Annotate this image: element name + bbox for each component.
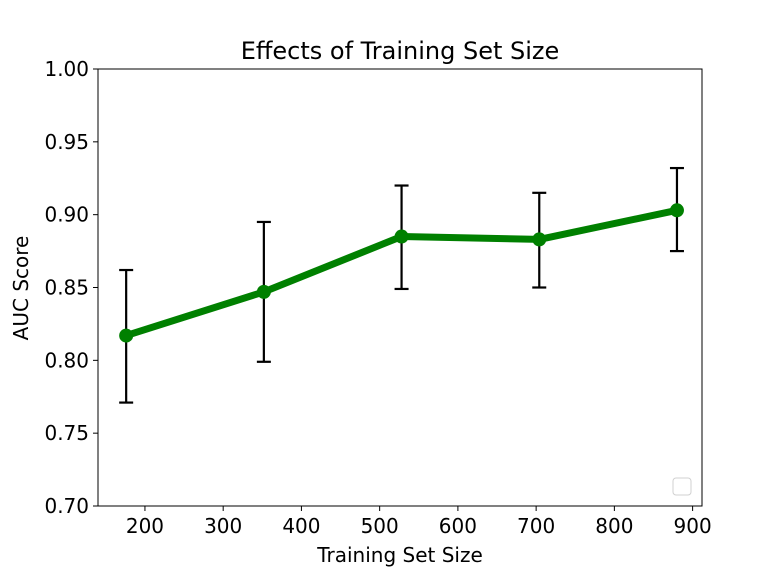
x-tick-label: 500 xyxy=(361,514,399,538)
x-tick-label: 400 xyxy=(282,514,320,538)
plot-frame xyxy=(97,68,703,507)
data-point xyxy=(119,328,134,343)
x-axis-title: Training Set Size xyxy=(316,543,483,567)
x-tick-label: 800 xyxy=(595,514,633,538)
plot-area xyxy=(119,166,684,404)
y-tick-label: 0.70 xyxy=(44,494,89,518)
x-tick-label: 200 xyxy=(126,514,164,538)
y-tick-label: 0.95 xyxy=(44,130,89,154)
data-point xyxy=(532,232,547,247)
y-tick-label: 0.75 xyxy=(44,421,89,445)
data-point xyxy=(669,203,684,218)
y-axis: 0.70 0.75 0.80 0.85 0.90 0.95 1.00 xyxy=(44,57,98,518)
data-point xyxy=(256,284,271,299)
x-tick-label: 900 xyxy=(674,514,712,538)
y-tick-label: 0.90 xyxy=(44,203,89,227)
x-tick-label: 700 xyxy=(517,514,555,538)
legend-box xyxy=(672,477,692,496)
y-tick-label: 1.00 xyxy=(44,57,89,81)
y-tick-label: 0.80 xyxy=(44,348,89,372)
y-axis-title: AUC Score xyxy=(9,236,33,341)
chart-title: Effects of Training Set Size xyxy=(241,37,560,65)
x-axis: 200 300 400 500 600 700 800 900 xyxy=(126,506,712,538)
x-tick-label: 600 xyxy=(439,514,477,538)
data-point xyxy=(394,229,409,244)
x-tick-label: 300 xyxy=(204,514,242,538)
y-tick-label: 0.85 xyxy=(44,276,89,300)
